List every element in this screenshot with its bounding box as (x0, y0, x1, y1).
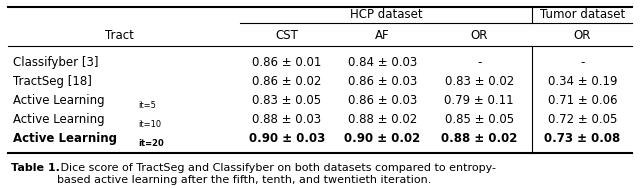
Text: 0.90 ± 0.02: 0.90 ± 0.02 (344, 133, 420, 146)
Text: it=10: it=10 (138, 120, 161, 129)
Text: Active Learning: Active Learning (13, 94, 104, 107)
Text: 0.73 ± 0.08: 0.73 ± 0.08 (545, 133, 621, 146)
Text: 0.88 ± 0.03: 0.88 ± 0.03 (252, 113, 321, 126)
Text: TractSeg [18]: TractSeg [18] (13, 75, 92, 88)
Text: -: - (580, 56, 585, 69)
Text: 0.84 ± 0.03: 0.84 ± 0.03 (348, 56, 417, 69)
Text: 0.86 ± 0.02: 0.86 ± 0.02 (252, 75, 321, 88)
Text: 0.86 ± 0.03: 0.86 ± 0.03 (348, 94, 417, 107)
Text: 0.86 ± 0.01: 0.86 ± 0.01 (252, 56, 321, 69)
Text: 0.90 ± 0.03: 0.90 ± 0.03 (249, 133, 325, 146)
Text: HCP dataset: HCP dataset (350, 8, 422, 21)
Text: 0.86 ± 0.03: 0.86 ± 0.03 (348, 75, 417, 88)
Text: Active Learning: Active Learning (13, 133, 117, 146)
Text: Dice score of TractSeg and Classifyber on both datasets compared to entropy-
bas: Dice score of TractSeg and Classifyber o… (58, 163, 497, 185)
Text: it=20: it=20 (138, 139, 164, 148)
Text: it=5: it=5 (138, 101, 156, 110)
Text: -: - (477, 56, 481, 69)
Text: OR: OR (470, 29, 488, 42)
Text: Classifyber [3]: Classifyber [3] (13, 56, 99, 69)
Text: 0.85 ± 0.05: 0.85 ± 0.05 (445, 113, 514, 126)
Text: AF: AF (375, 29, 390, 42)
Text: 0.34 ± 0.19: 0.34 ± 0.19 (548, 75, 618, 88)
Text: CST: CST (275, 29, 298, 42)
Text: 0.71 ± 0.06: 0.71 ± 0.06 (548, 94, 618, 107)
Text: Active Learning: Active Learning (13, 113, 104, 126)
Text: Table 1.: Table 1. (11, 163, 60, 173)
Text: 0.88 ± 0.02: 0.88 ± 0.02 (348, 113, 417, 126)
Text: 0.72 ± 0.05: 0.72 ± 0.05 (548, 113, 617, 126)
Text: Tumor dataset: Tumor dataset (540, 8, 625, 21)
Text: 0.88 ± 0.02: 0.88 ± 0.02 (441, 133, 518, 146)
Text: 0.83 ± 0.02: 0.83 ± 0.02 (445, 75, 514, 88)
Text: OR: OR (574, 29, 591, 42)
Text: 0.79 ± 0.11: 0.79 ± 0.11 (445, 94, 514, 107)
Text: Tract: Tract (105, 29, 134, 42)
Text: 0.83 ± 0.05: 0.83 ± 0.05 (252, 94, 321, 107)
